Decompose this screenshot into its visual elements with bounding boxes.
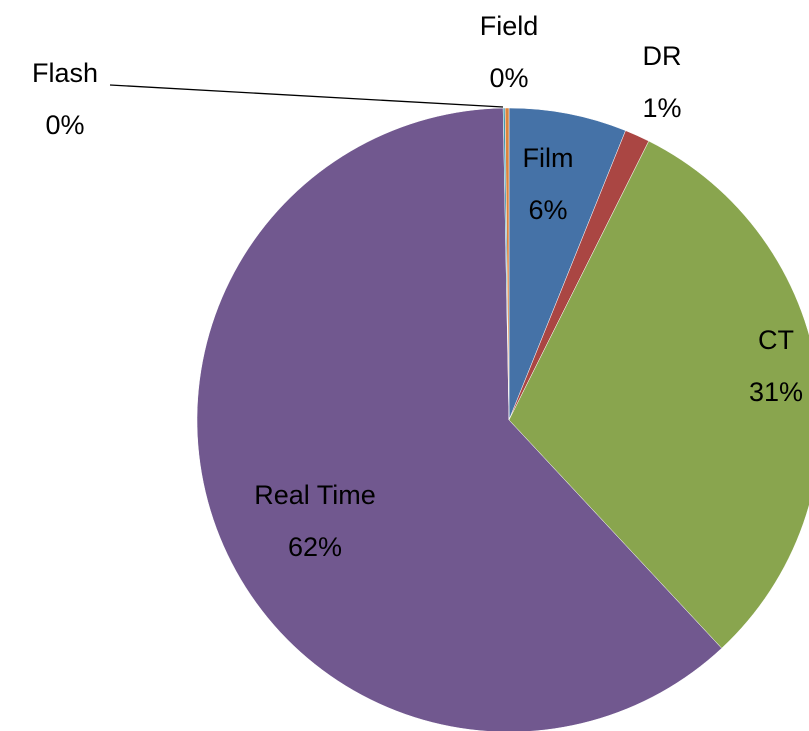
slice-label: Flash <box>32 58 98 88</box>
slice-label: CT <box>758 325 794 355</box>
slice-label: Film <box>523 143 574 173</box>
slice-value-label: 0% <box>489 63 528 93</box>
slice-value-label: 1% <box>642 93 681 123</box>
slice-value-label: 0% <box>45 110 84 140</box>
slice-label: Real Time <box>254 480 376 510</box>
pie-slice <box>508 107 626 421</box>
pie-slice <box>508 140 809 649</box>
leader-line <box>109 84 504 108</box>
slice-label: Field <box>480 11 539 41</box>
pie-slice <box>504 107 510 421</box>
slice-value-label: 6% <box>528 195 567 225</box>
slice-value-label: 31% <box>749 377 803 407</box>
slice-value-label: 62% <box>288 532 342 562</box>
slice-label: DR <box>643 41 682 71</box>
pie-slice <box>196 107 723 731</box>
